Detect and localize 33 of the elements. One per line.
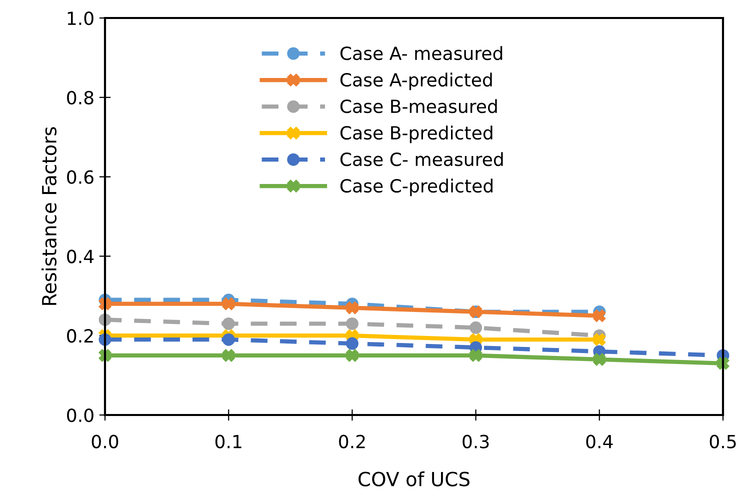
legend-label: Case B-predicted [340, 126, 492, 144]
legend-label: Case A-predicted [340, 72, 492, 90]
legend-label: Case C-predicted [340, 178, 492, 196]
y-tick-label: 0.0 [67, 408, 94, 422]
x-tick-label: 0.1 [215, 434, 242, 448]
x-tick-label: 0.5 [710, 434, 736, 448]
legend-label: Case C- measured [340, 152, 503, 166]
y-tick-label: 0.6 [67, 170, 94, 184]
y-axis-title: Resistance Factors [41, 127, 57, 305]
x-tick-label: 0.4 [586, 434, 613, 448]
y-tick-label: 1.0 [68, 11, 94, 26]
y-tick-label: 0.8 [67, 90, 94, 105]
point [222, 317, 235, 330]
legend-label: Case A- measured [340, 46, 502, 60]
x-axis-title: COV of UCS [358, 471, 470, 486]
x-tick-label: 0.3 [462, 434, 489, 448]
point [346, 317, 358, 330]
point [222, 349, 235, 362]
point [222, 333, 235, 346]
point [593, 310, 606, 322]
y-tick-label: 0.4 [67, 250, 94, 264]
point [222, 298, 235, 310]
y-tick-label: 0.2 [67, 329, 93, 343]
legend-label: Case B-measured [340, 99, 497, 114]
point [346, 337, 358, 350]
point [346, 349, 358, 362]
x-tick-label: 0.2 [339, 434, 365, 448]
point [470, 321, 482, 334]
point [593, 353, 606, 366]
point [593, 333, 606, 346]
x-tick-label: 0.0 [92, 434, 118, 448]
point [346, 302, 358, 314]
point [470, 349, 482, 362]
